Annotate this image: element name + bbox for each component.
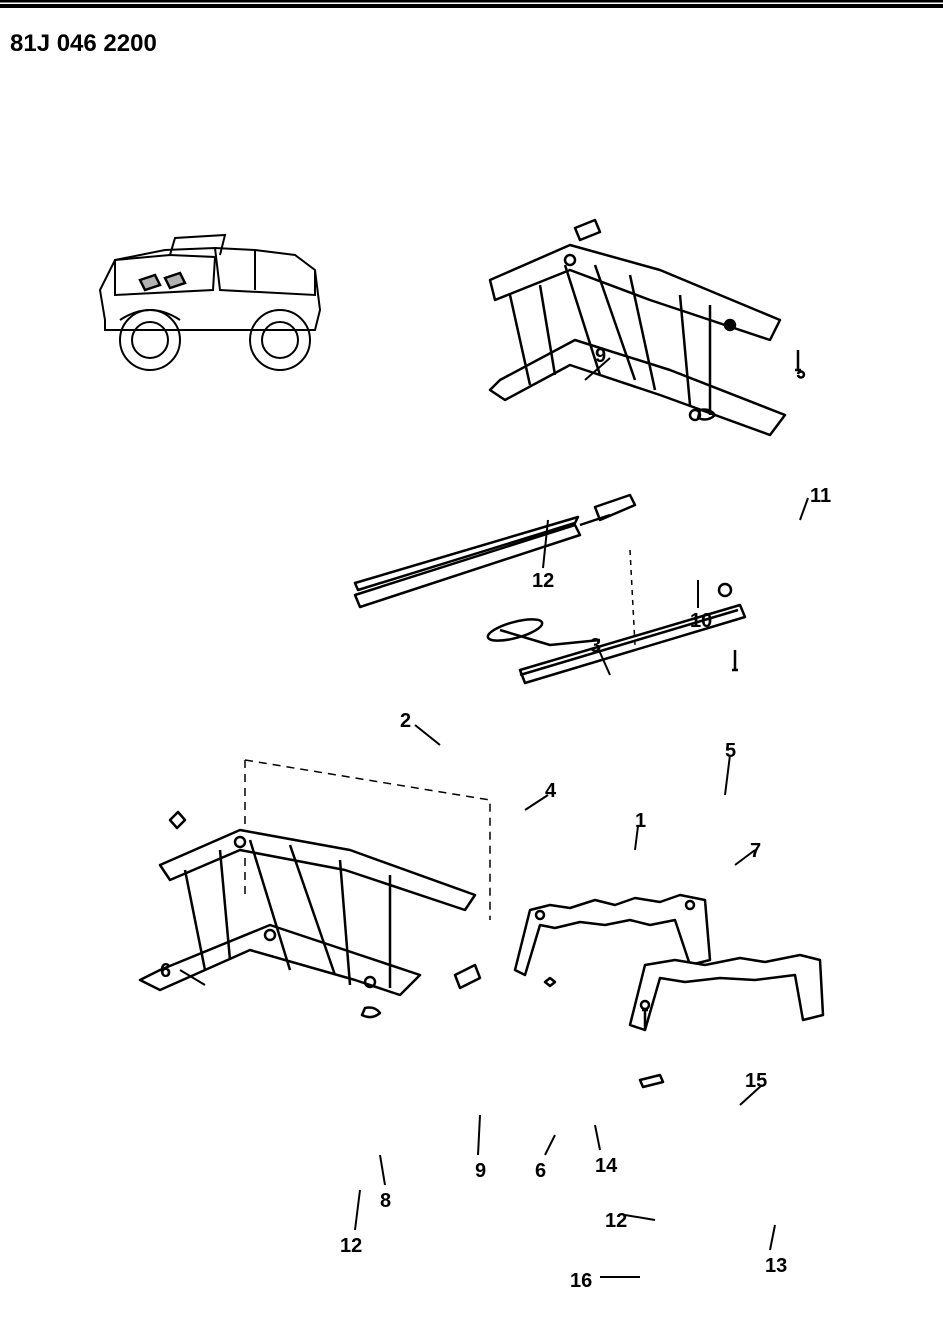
callout-16: 16 [570,1270,592,1293]
callout-9: 9 [475,1160,486,1183]
callout-9: 9 [595,345,606,368]
exploded-diagram: 91112103254176915614812121316 [80,170,880,1170]
part-number-label: 81J 046 2200 [10,30,157,58]
callout-10: 10 [690,610,712,633]
callout-4: 4 [545,780,556,803]
callout-15: 15 [745,1070,767,1093]
callout-3: 3 [590,635,601,658]
page-top-border [0,0,943,8]
callout-12: 12 [532,570,554,593]
callout-6: 6 [160,960,171,983]
callout-8: 8 [380,1190,391,1213]
callout-7: 7 [750,840,761,863]
callout-2: 2 [400,710,411,733]
leader-lines [80,170,880,1320]
callout-11: 11 [810,485,831,508]
callout-6: 6 [535,1160,546,1183]
callout-12: 12 [605,1210,627,1233]
callout-1: 1 [635,810,646,833]
callout-5: 5 [725,740,736,763]
callout-12: 12 [340,1235,362,1258]
callout-14: 14 [595,1155,617,1178]
